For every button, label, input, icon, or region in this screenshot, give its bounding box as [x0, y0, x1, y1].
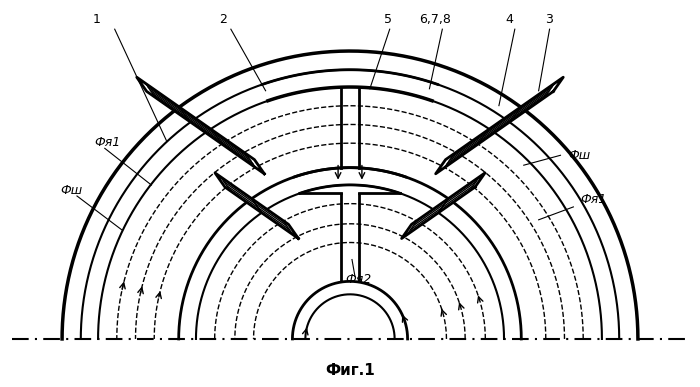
- Text: Фш: Фш: [60, 183, 83, 197]
- Text: 3: 3: [545, 13, 552, 26]
- Polygon shape: [136, 77, 265, 174]
- Text: Фш: Фш: [568, 149, 591, 162]
- Text: Фиг.1: Фиг.1: [325, 363, 375, 378]
- Polygon shape: [215, 173, 298, 238]
- Text: 1: 1: [93, 13, 101, 26]
- Text: Фя2: Фя2: [345, 273, 371, 286]
- Text: Фя1: Фя1: [580, 194, 607, 206]
- Text: Фя1: Фя1: [94, 136, 120, 149]
- Text: 4: 4: [505, 13, 513, 26]
- Text: 5: 5: [384, 13, 392, 26]
- Text: 6,7,8: 6,7,8: [419, 13, 452, 26]
- Polygon shape: [435, 77, 564, 174]
- Text: 2: 2: [219, 13, 227, 26]
- Polygon shape: [402, 173, 485, 238]
